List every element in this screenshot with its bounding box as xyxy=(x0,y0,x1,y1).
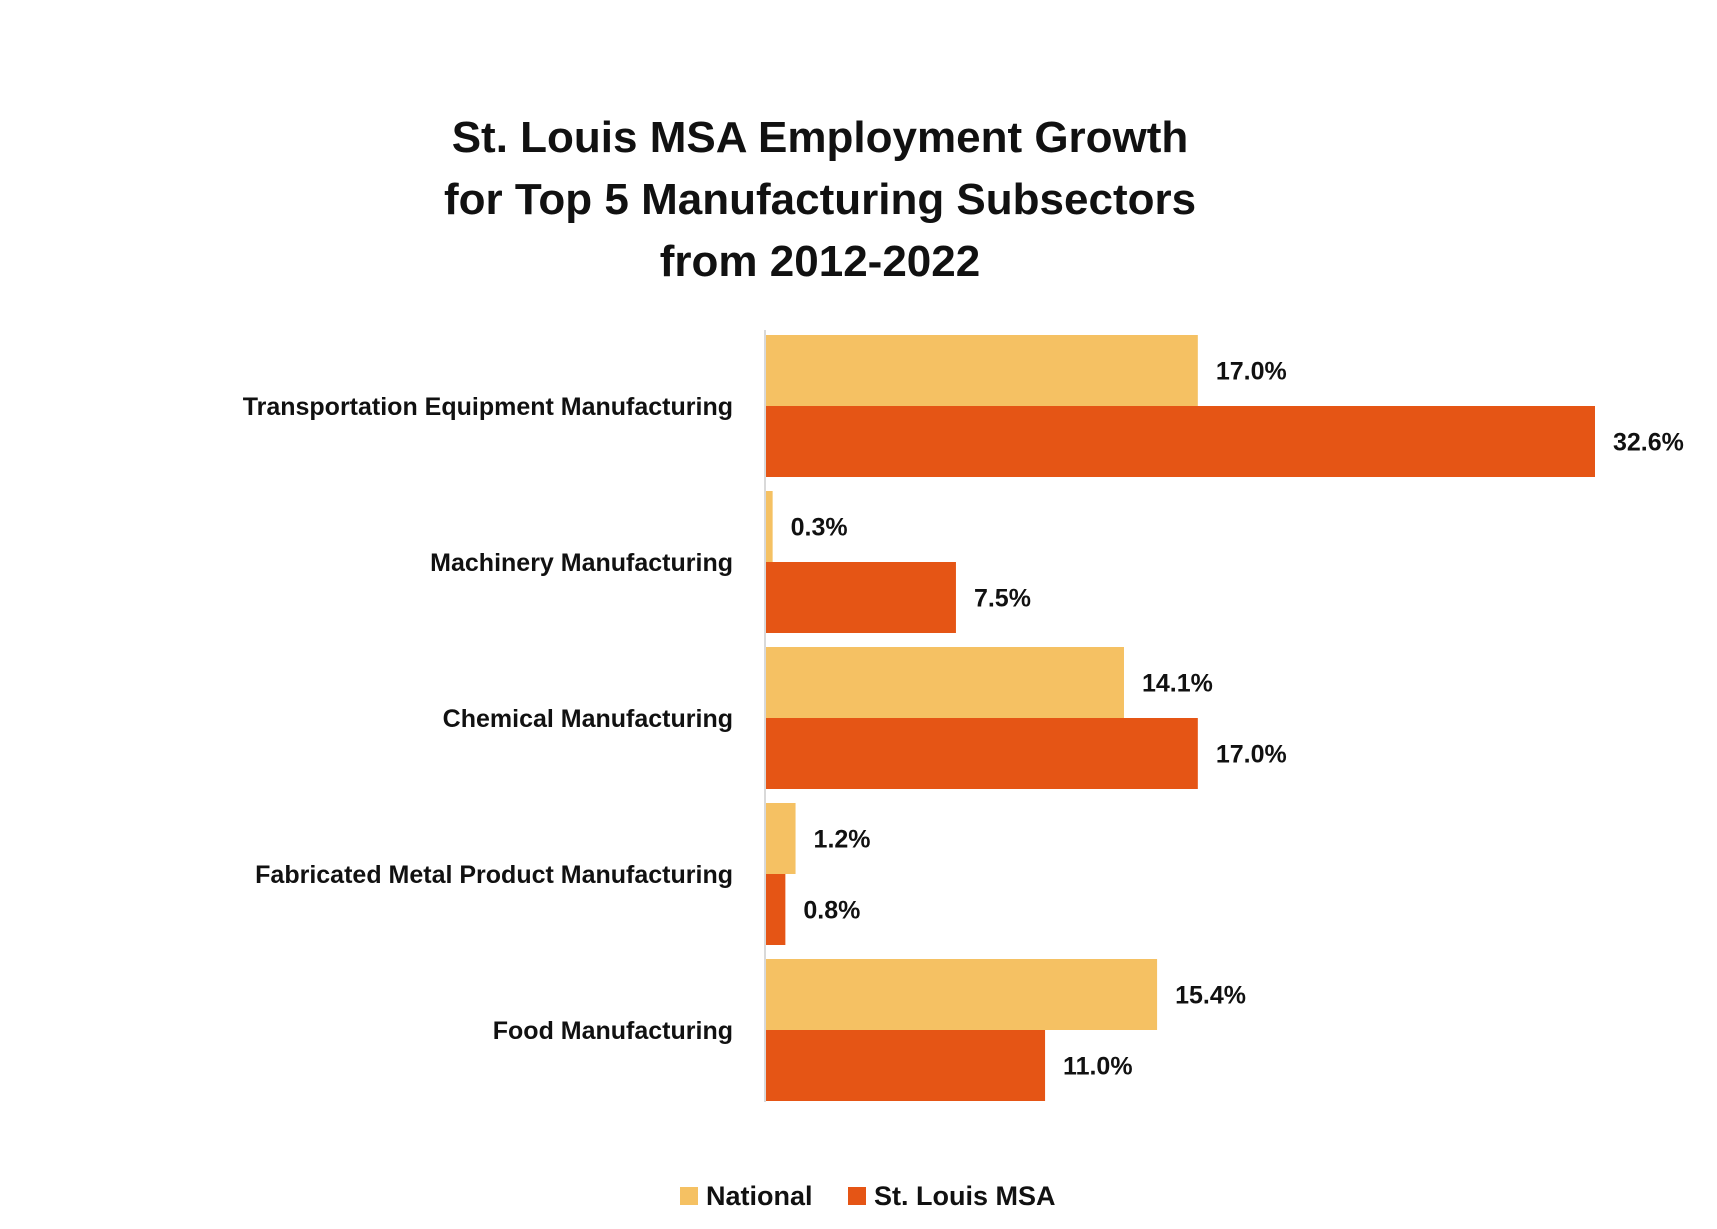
data-label: 7.5% xyxy=(974,585,1031,613)
category-labels: Transportation Equipment Manufacturing Ma… xyxy=(243,393,733,1045)
bar-national xyxy=(765,491,773,562)
bar-group xyxy=(765,335,1595,1101)
legend: National St. Louis MSA xyxy=(680,1181,1056,1211)
bar-st-louis-msa xyxy=(765,1030,1046,1101)
data-label: 32.6% xyxy=(1613,429,1684,457)
chart-title-line: for Top 5 Manufacturing Subsectors xyxy=(444,175,1196,224)
bar-st-louis-msa xyxy=(765,406,1595,477)
legend-label: St. Louis MSA xyxy=(874,1181,1056,1211)
bar-national xyxy=(765,335,1198,406)
bar-national xyxy=(765,647,1124,718)
chart-title: St. Louis MSA Employment Growth for Top 5… xyxy=(444,113,1196,286)
data-label: 1.2% xyxy=(814,826,871,854)
bar-st-louis-msa xyxy=(765,874,786,945)
value-labels: 17.0% 32.6% 0.3% 7.5% 14.1% 17.0% 1.2% 0.8% 15.4… xyxy=(791,358,1684,1081)
category-label: Fabricated Metal Product Manufacturing xyxy=(255,861,733,889)
data-label: 15.4% xyxy=(1175,982,1246,1010)
legend-item-national: National xyxy=(680,1181,813,1211)
bar-st-louis-msa xyxy=(765,718,1198,789)
legend-label: National xyxy=(706,1181,813,1211)
category-label: Machinery Manufacturing xyxy=(430,549,733,577)
bar-national xyxy=(765,803,796,874)
category-label: Chemical Manufacturing xyxy=(443,705,733,733)
bar-st-louis-msa xyxy=(765,562,956,633)
chart-title-line: from 2012-2022 xyxy=(660,237,980,286)
bar-national xyxy=(765,959,1158,1030)
legend-item-st-louis-msa: St. Louis MSA xyxy=(848,1181,1056,1211)
legend-swatch xyxy=(848,1187,866,1205)
data-label: 14.1% xyxy=(1142,670,1213,698)
data-label: 0.3% xyxy=(791,514,848,542)
data-label: 17.0% xyxy=(1216,358,1287,386)
chart-title-line: St. Louis MSA Employment Growth xyxy=(452,113,1189,162)
data-label: 11.0% xyxy=(1063,1053,1133,1081)
legend-swatch xyxy=(680,1187,698,1205)
category-label: Transportation Equipment Manufacturing xyxy=(243,393,733,421)
data-label: 17.0% xyxy=(1216,741,1287,769)
category-label: Food Manufacturing xyxy=(493,1017,733,1045)
data-label: 0.8% xyxy=(803,897,860,925)
